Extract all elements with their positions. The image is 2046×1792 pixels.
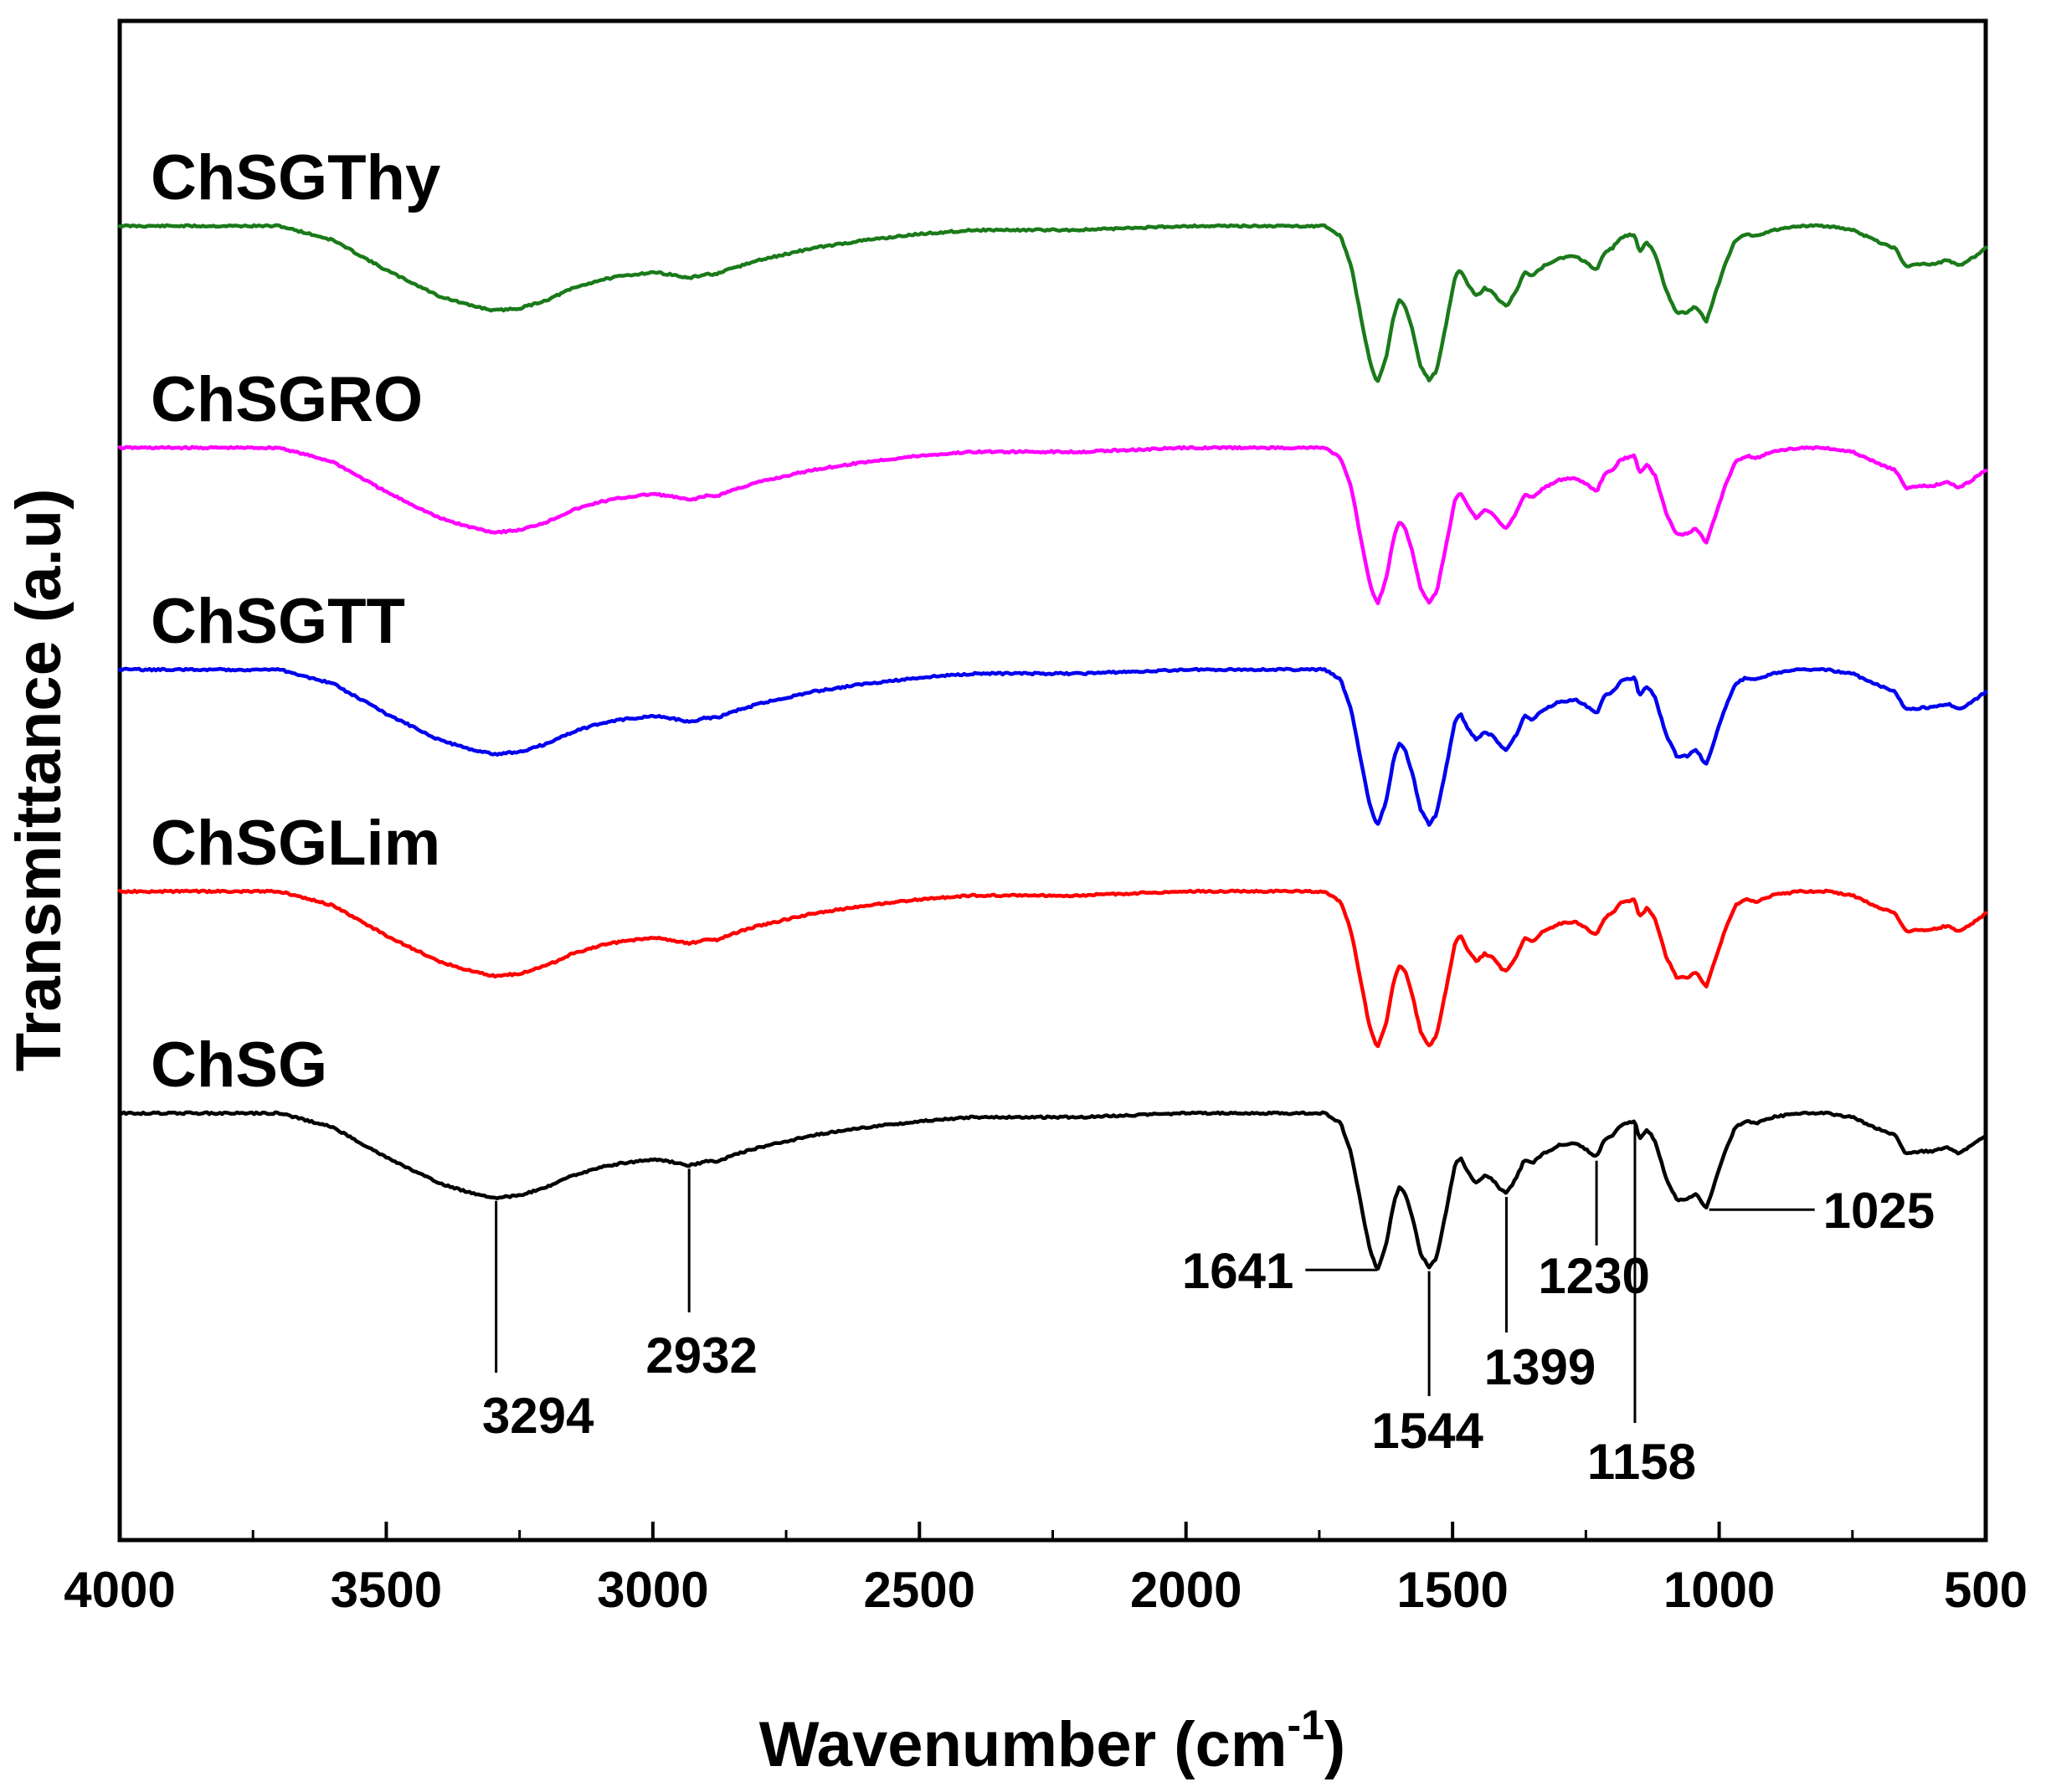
x-tick-label: 1500 (1396, 1562, 1508, 1618)
annotation-label: 1544 (1371, 1403, 1483, 1459)
series-line-chsgro (117, 444, 1988, 606)
annotation-label: 1399 (1484, 1339, 1596, 1395)
annotation-label: 1641 (1182, 1243, 1293, 1299)
annotation-label: 1025 (1823, 1183, 1935, 1239)
x-tick-label: 2000 (1130, 1562, 1241, 1618)
x-tick-label: 4000 (64, 1562, 175, 1618)
x-tick-label: 3500 (331, 1562, 442, 1618)
x-axis-title-close: ) (1324, 1709, 1345, 1780)
x-tick-label: 500 (1944, 1562, 2028, 1618)
series-label-chsgtt: ChSGTT (151, 586, 405, 657)
series-line-chsglim (117, 888, 1988, 1049)
annotation-label: 1230 (1538, 1248, 1649, 1304)
x-axis-title-superscript: -1 (1287, 1702, 1324, 1748)
series-label-chsgthy: ChSGThy (151, 142, 440, 213)
series-label-chsglim: ChSGLim (151, 808, 440, 879)
x-tick-label: 2500 (864, 1562, 975, 1618)
annotation-label: 2932 (645, 1327, 757, 1384)
annotation-label: 3294 (482, 1388, 594, 1444)
series-line-chsg (117, 1110, 1988, 1271)
series-labels: ChSGThy ChSGRO ChSGTT ChSGLim ChSG (151, 142, 440, 1101)
series-line-chsgthy (117, 223, 1988, 383)
plot-frame (117, 18, 1988, 1543)
series-label-chsgro: ChSGRO (151, 364, 423, 435)
x-tick-label: 1000 (1663, 1562, 1775, 1618)
y-axis-title: Transmittance (a.u) (3, 489, 75, 1072)
x-axis-title: Wavenumber (cm-1) (759, 1702, 1345, 1780)
x-axis-tick-labels: 4000 3500 3000 2500 2000 1500 1000 500 (64, 1562, 2028, 1618)
x-axis-title-main: Wavenumber (cm (759, 1709, 1288, 1780)
annotation-label: 1158 (1587, 1434, 1696, 1490)
series-line-chsgtt (117, 666, 1988, 827)
series-label-chsg: ChSG (151, 1030, 327, 1101)
x-tick-label: 3000 (597, 1562, 708, 1618)
spectra (117, 223, 1988, 1271)
x-axis-ticks (118, 1522, 1987, 1540)
